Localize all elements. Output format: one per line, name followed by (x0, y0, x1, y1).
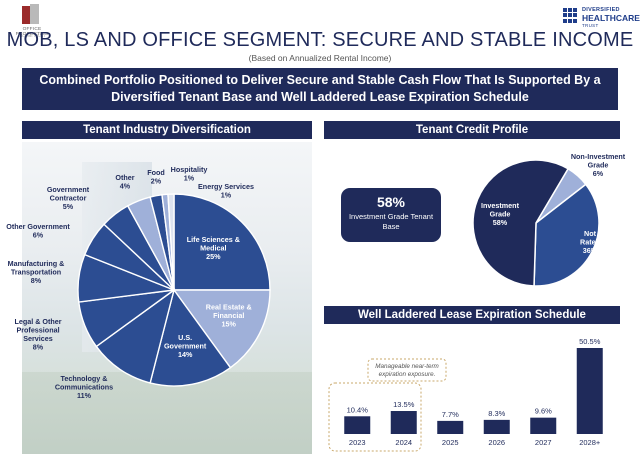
lease-expiration-bar-chart: Manageable near-term expiration exposure.… (328, 337, 603, 452)
lease-bar-category-2027: 2027 (535, 438, 552, 447)
industry-label-real-estate-financial: Real Estate & Financial 15% (206, 302, 252, 328)
lease-bar-2025 (437, 420, 464, 434)
industry-label-technology-communications: Technology & Communications 11% (55, 374, 113, 400)
dht-logo-line1: DIVERSIFIED (582, 7, 620, 13)
lease-bar-category-2023: 2023 (349, 438, 366, 447)
industry-slice-life-sciences-medical (173, 193, 271, 291)
lease-bar-2023 (344, 416, 371, 434)
page-subtitle: (Based on Annualized Rental Income) (248, 53, 392, 63)
lease-bar-2026 (483, 419, 510, 434)
industry-label-manufacturing-transportation: Manufacturing & Transportation 8% (8, 259, 65, 285)
industry-label-food: Food 2% (147, 168, 165, 186)
industry-label-hospitality: Hospitality 1% (171, 165, 208, 183)
lease-bar-value-2027: 9.6% (535, 407, 552, 416)
section-title-tenant-industry: Tenant Industry Diversification (22, 121, 312, 139)
credit-slice-not-rated (533, 183, 600, 287)
investment-grade-box: 58% Investment Grade Tenant Base (341, 188, 441, 242)
industry-label-u-s-government: U.S. Government 14% (164, 333, 207, 359)
dht-logo-grid-icon (563, 8, 578, 23)
opi-logo-name: OFFICE PROPERTIES (15, 27, 49, 37)
credit-pie-chart: Investment Grade 58% Not Rated 36% Non-Investm… (472, 152, 626, 287)
credit-label-not-rated: Not Rated 36% (580, 229, 600, 255)
industry-label-life-sciences-medical: Life Sciences & Medical 25% (187, 235, 240, 261)
lease-bar-category-2026: 2026 (488, 438, 505, 447)
banner-line-2: Diversified Tenant Base and Well Laddere… (111, 90, 529, 104)
dht-logo: DIVERSIFIED HEALTHCARE TRUST (563, 6, 640, 32)
lease-bar-value-2023: 10.4% (347, 405, 369, 414)
industry-label-government-contractor: Government Contractor 5% (47, 185, 90, 211)
page-title: MOB, LS AND OFFICE SEGMENT: SECURE AND S… (6, 29, 634, 51)
lease-bar-2028 (576, 348, 603, 434)
opi-logo: OFFICE PROPERTIES INCOME TRUST (6, 4, 58, 40)
industry-label-other-government: Other Government 6% (6, 222, 70, 240)
opi-logo-sub: INCOME TRUST (18, 34, 46, 38)
dht-logo-line2: HEALTHCARE (582, 13, 640, 23)
industry-label-other: Other 4% (115, 173, 134, 191)
industry-pie-chart: Life Sciences & Medical 25% Real Estate & Fi… (6, 165, 271, 400)
lease-bar-value-2024: 13.5% (393, 400, 415, 409)
headline-banner: Combined Portfolio Positioned to Deliver… (22, 68, 618, 110)
near-term-callout-text: Manageable near-term expiration exposure. (375, 363, 439, 378)
lease-bar-value-2025: 7.7% (442, 410, 459, 419)
industry-label-energy-services: Energy Services 1% (198, 182, 254, 200)
industry-slice-technology-communications (95, 288, 176, 384)
lease-bar-category-2024: 2024 (395, 438, 412, 447)
industry-label-legal-other-professional-services: Legal & Other Professional Services 8% (14, 317, 61, 352)
near-term-callout-frame (328, 382, 422, 452)
lease-bar-category-2025: 2025 (442, 438, 459, 447)
lease-bar-category-2028: 2028+ (579, 438, 601, 447)
industry-slice-real-estate-financial (172, 289, 271, 369)
lease-bar-2024 (390, 411, 417, 434)
investment-grade-label: Investment Grade Tenant Base (348, 212, 434, 231)
near-term-callout-box (367, 358, 447, 382)
opi-logo-mark (22, 4, 40, 24)
banner-line-1: Combined Portfolio Positioned to Deliver… (39, 73, 601, 87)
credit-label-investment-grade: Investment Grade 58% (481, 201, 520, 227)
lease-bar-value-2028: 50.5% (579, 337, 601, 346)
section-title-tenant-credit: Tenant Credit Profile (324, 121, 620, 139)
credit-slice-investment-grade (472, 159, 570, 287)
lease-bar-2027 (530, 417, 557, 434)
dht-logo-line3: TRUST (582, 23, 599, 28)
credit-label-non-investment-grade: Non-Investment Grade 6% (571, 152, 626, 178)
industry-slice-u-s-government (149, 288, 232, 387)
industry-slice-energy-services (167, 193, 175, 291)
investment-grade-value: 58% (376, 194, 406, 210)
section-title-lease-schedule: Well Laddered Lease Expiration Schedule (324, 306, 620, 324)
lease-bar-value-2026: 8.3% (488, 409, 505, 418)
